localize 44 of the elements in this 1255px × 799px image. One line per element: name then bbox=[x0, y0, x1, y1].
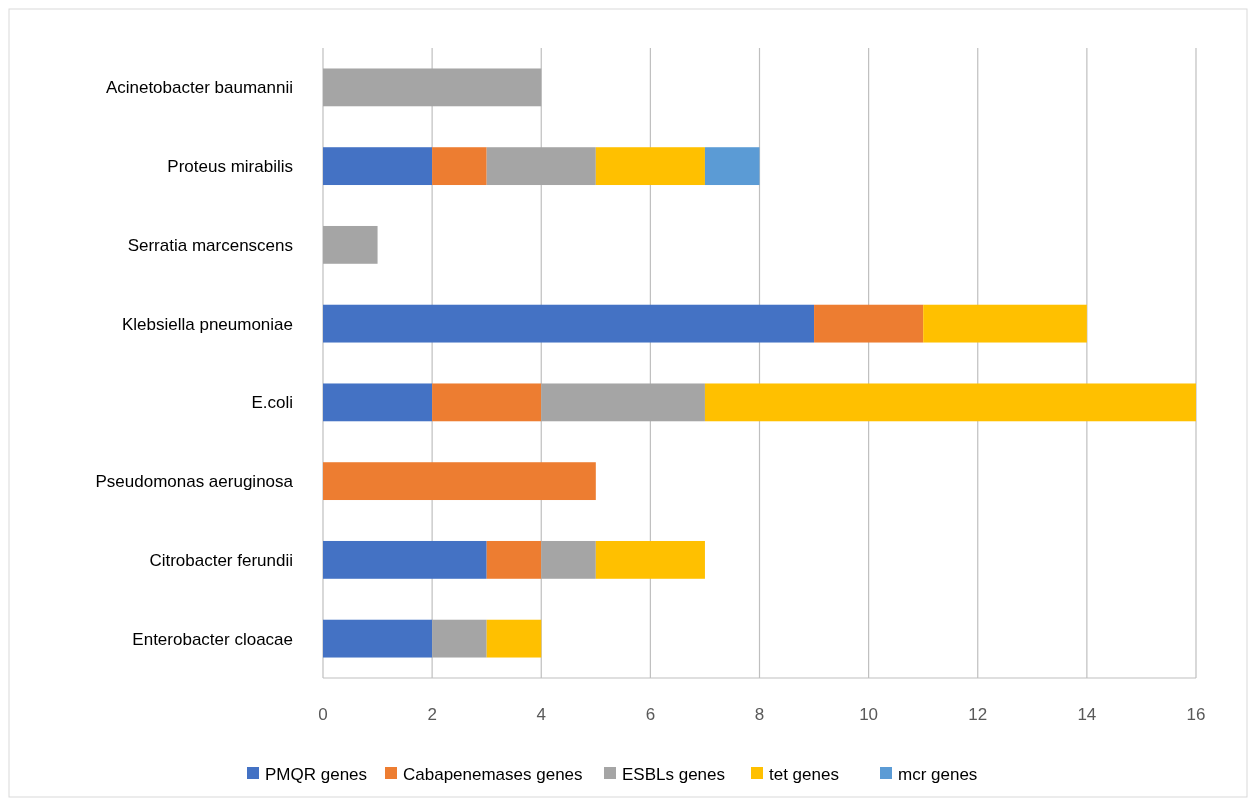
bar bbox=[704, 383, 1196, 422]
bar bbox=[541, 383, 705, 422]
bar bbox=[541, 540, 596, 579]
x-tick-label: 2 bbox=[427, 705, 437, 724]
y-tick-label: Proteus mirabilis bbox=[167, 157, 293, 177]
bar bbox=[432, 383, 542, 422]
bar bbox=[432, 619, 487, 658]
bar bbox=[323, 540, 487, 579]
y-tick-label: Enterobacter cloacae bbox=[132, 629, 293, 649]
bar bbox=[923, 304, 1087, 343]
bar bbox=[323, 462, 596, 501]
x-tick-label: 8 bbox=[754, 705, 765, 724]
y-tick-label: Acinetobacter baumannii bbox=[105, 78, 293, 98]
bar bbox=[323, 304, 815, 343]
bar bbox=[432, 147, 487, 186]
y-tick-label: Citrobacter ferundii bbox=[149, 550, 293, 570]
bar bbox=[323, 619, 433, 658]
bar bbox=[323, 147, 433, 186]
legend-label: mcr genes bbox=[898, 764, 978, 784]
bar bbox=[486, 147, 596, 186]
bar bbox=[595, 540, 705, 579]
bar bbox=[704, 147, 760, 186]
x-tick-label: 12 bbox=[968, 705, 988, 724]
x-tick-label: 0 bbox=[318, 705, 328, 724]
x-tick-label: 4 bbox=[536, 705, 546, 724]
bar bbox=[486, 619, 542, 658]
bar bbox=[323, 383, 433, 422]
bar bbox=[814, 304, 924, 343]
bar bbox=[486, 540, 542, 579]
legend-label: Cabapenemases genes bbox=[403, 764, 583, 784]
y-tick-label: Serratia marcenscens bbox=[127, 235, 293, 255]
bar bbox=[595, 147, 705, 186]
bar bbox=[323, 225, 378, 264]
x-tick-label: 10 bbox=[859, 705, 879, 724]
legend-label: ESBLs genes bbox=[622, 764, 726, 784]
y-tick-label: Pseudomonas aeruginosa bbox=[95, 472, 294, 492]
x-tick-label: 14 bbox=[1077, 705, 1097, 724]
legend-label: PMQR genes bbox=[265, 764, 368, 784]
x-tick-label: 6 bbox=[645, 705, 656, 724]
legend-label: tet genes bbox=[769, 764, 839, 784]
y-tick-label: E.coli bbox=[251, 393, 293, 413]
y-tick-label: Klebsiella pneumoniae bbox=[121, 314, 293, 334]
bar bbox=[323, 68, 542, 107]
x-tick-label: 16 bbox=[1186, 705, 1206, 724]
